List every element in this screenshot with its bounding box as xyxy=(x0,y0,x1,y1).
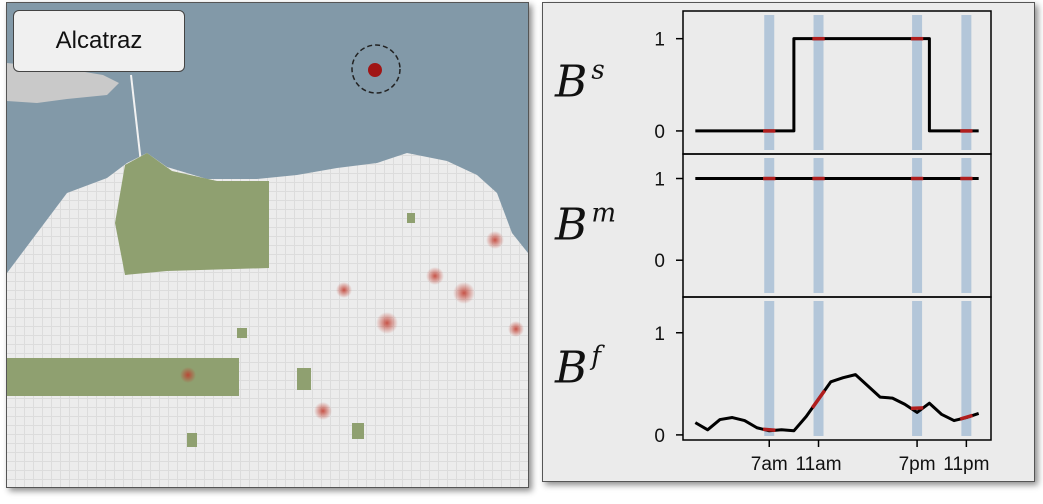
x-tick-label-7am: 7am xyxy=(751,454,788,475)
small-park xyxy=(237,328,247,338)
incident-hotspot xyxy=(180,367,196,383)
presidio-park xyxy=(115,153,269,275)
panel-frame xyxy=(682,153,992,298)
x-tick-label-11pm: 11pm xyxy=(943,454,989,475)
y-tick-label: 0 xyxy=(654,122,665,143)
y-tick-label: 1 xyxy=(654,170,665,191)
small-park xyxy=(407,213,415,223)
highlight-band-11pm xyxy=(961,301,972,436)
panel-frame xyxy=(682,10,992,155)
highlight-band-11am xyxy=(813,158,824,293)
series-line-Bs xyxy=(695,37,979,133)
map-panel: Alcatraz xyxy=(6,2,529,488)
alcatraz-label: Alcatraz xyxy=(13,10,185,72)
golden-gate-bridge xyxy=(130,74,142,164)
highlight-band-11am xyxy=(813,15,824,150)
highlight-band-7pm xyxy=(912,158,923,293)
incident-hotspot xyxy=(426,267,444,285)
highlight-band-7am xyxy=(764,158,775,293)
incident-hotspot xyxy=(453,282,475,304)
highlight-band-7am xyxy=(764,15,775,150)
incident-hotspot xyxy=(336,282,352,298)
highlight-band-11pm xyxy=(961,158,972,293)
highlight-band-11am xyxy=(813,301,824,436)
highlight-segment-11am xyxy=(810,389,827,409)
y-tick-label: 0 xyxy=(654,426,665,447)
highlight-segment-7am xyxy=(762,427,776,433)
highlight-band-7pm xyxy=(912,15,923,150)
marin-land xyxy=(7,63,119,103)
y-tick-label: 1 xyxy=(654,324,665,345)
highlight-band-11pm xyxy=(961,15,972,150)
highlight-band-7pm xyxy=(912,301,923,436)
highlight-band-7am xyxy=(764,301,775,436)
small-park xyxy=(297,368,311,390)
x-tick-label-7pm: 7pm xyxy=(899,454,936,475)
incident-hotspot xyxy=(376,312,398,334)
small-park xyxy=(352,423,364,439)
incident-hotspot xyxy=(486,231,504,249)
panel-frame xyxy=(682,296,992,441)
incident-hotspot xyxy=(314,402,332,420)
alcatraz-hotspot xyxy=(368,63,382,77)
map-canvas xyxy=(7,3,528,487)
golden-gate-park xyxy=(7,358,239,396)
highlight-segment-7pm xyxy=(910,406,924,411)
incident-hotspot xyxy=(508,321,524,337)
x-tick-label-11am: 11am xyxy=(795,454,841,475)
series-line-Bf xyxy=(694,373,980,433)
y-tick-label: 0 xyxy=(654,251,665,272)
highlight-segment-11pm xyxy=(959,413,974,421)
time-series-chart: 0 1 B s 0 1 B m 0 1 B f 7am 11am 7pm 11pm xyxy=(554,10,992,475)
y-tick-label: 1 xyxy=(654,30,665,51)
alcatraz-dashed-circle xyxy=(351,44,401,94)
small-park xyxy=(187,433,197,447)
